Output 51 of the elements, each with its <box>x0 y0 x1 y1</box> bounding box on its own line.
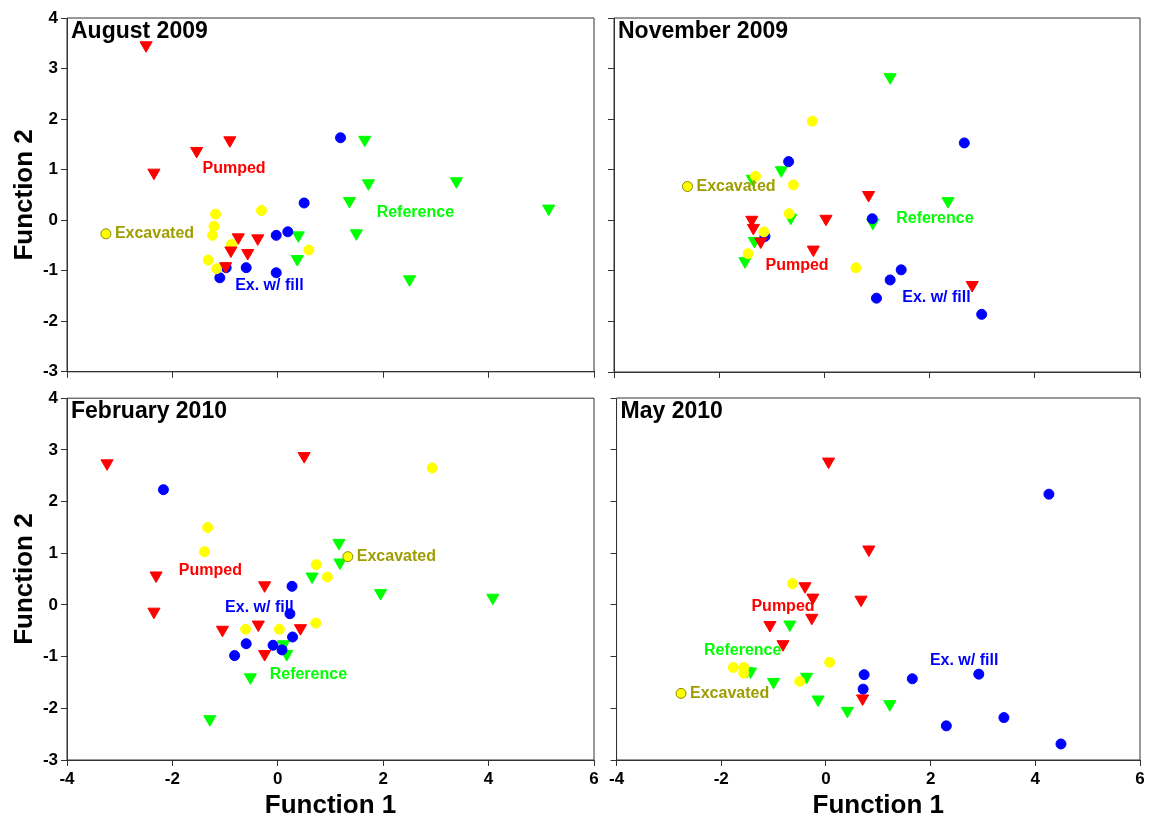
y-axis-title: Function 2 <box>7 513 38 645</box>
chart-title: February 2010 <box>71 397 227 424</box>
y-tick-label: -2 <box>42 310 58 330</box>
y-tick-label: 2 <box>48 108 58 128</box>
x-tick-label: -4 <box>59 768 76 788</box>
y-tick-label: 2 <box>48 491 58 511</box>
series-label: Pumped <box>178 561 242 579</box>
x-axis-title: Function 1 <box>264 788 397 819</box>
y-tick-label: 0 <box>48 594 58 614</box>
x-axis-title: Function 1 <box>812 788 944 819</box>
y-tick-label: 4 <box>48 7 59 27</box>
x-tick-label: 6 <box>589 768 599 788</box>
series-label: Ex. w/ fill <box>235 275 304 293</box>
x-tick-label: 2 <box>925 768 936 788</box>
y-tick-label: -2 <box>42 698 58 717</box>
series-label: Ex. w/ fill <box>929 651 999 669</box>
series-label: Pumped <box>765 255 829 273</box>
chart-title: November 2009 <box>618 16 789 43</box>
y-tick-label: 1 <box>48 159 58 179</box>
x-tick-label: 6 <box>1135 768 1145 788</box>
chart-title: May 2010 <box>620 396 723 423</box>
x-tick-label: 2 <box>378 768 388 788</box>
y-tick-label: 4 <box>48 387 59 407</box>
series-label: Reference <box>376 203 455 221</box>
x-tick-label: 4 <box>483 768 494 788</box>
series-label: Reference <box>269 665 348 683</box>
x-tick-label: 0 <box>273 768 283 788</box>
series-label: Reference <box>704 641 782 659</box>
y-tick-label: 1 <box>48 542 58 562</box>
series-label: Pumped <box>751 596 815 614</box>
x-tick-label: -4 <box>609 768 625 788</box>
y-axis-title: Function 2 <box>7 129 38 261</box>
y-tick-label: 3 <box>48 439 58 459</box>
y-tick-label: 0 <box>48 209 58 229</box>
series-label: Ex. w/ fill <box>902 287 971 305</box>
legend-label: Excavated <box>356 547 436 565</box>
legend-label: Excavated <box>696 176 776 194</box>
x-tick-label: -2 <box>713 768 729 788</box>
y-tick-label: 3 <box>48 58 58 78</box>
chart-title: August 2009 <box>71 16 208 43</box>
legend-label: Excavated <box>690 683 770 701</box>
y-tick-label: -1 <box>42 646 58 666</box>
x-tick-label: 0 <box>821 768 831 788</box>
x-tick-label: -2 <box>164 768 180 788</box>
y-tick-label: -3 <box>42 361 58 381</box>
series-label: Pumped <box>202 159 266 177</box>
series-label: Reference <box>896 209 974 227</box>
x-tick-label: 4 <box>1030 768 1041 788</box>
y-tick-label: -1 <box>42 260 58 280</box>
legend-label: Excavated <box>114 224 195 242</box>
y-tick-label: -3 <box>42 749 58 769</box>
